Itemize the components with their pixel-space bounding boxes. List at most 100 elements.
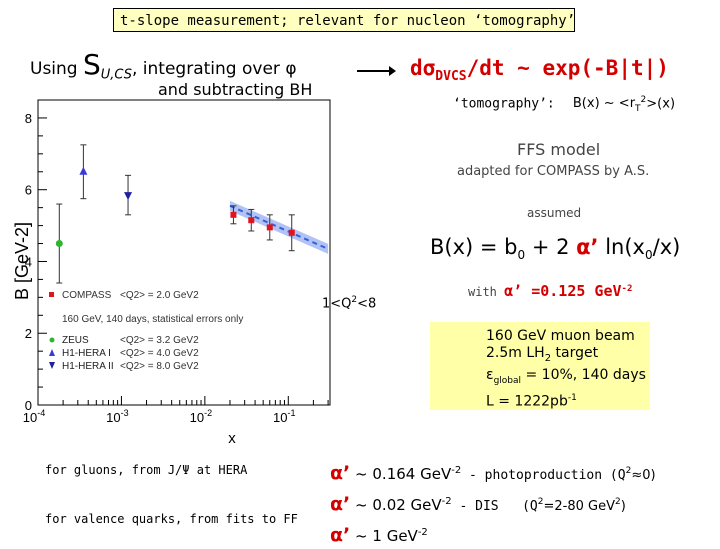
ffs-sub: adapted for COMPASS by A.S. bbox=[457, 164, 650, 179]
bx-ln: ln(x bbox=[598, 235, 645, 259]
alpha1-note-end: ≈0) bbox=[631, 468, 656, 483]
beam-line4a: L = 1222pb bbox=[486, 393, 568, 410]
alpha2-note-mid: =2-80 GeV bbox=[543, 499, 615, 514]
beam-line4sup: -1 bbox=[567, 392, 577, 403]
x-axis-label: x bbox=[228, 430, 236, 447]
with-value: α’ =0.125 GeV bbox=[504, 282, 622, 300]
alpha3-sup: -2 bbox=[417, 527, 428, 538]
x-tick-exponent: -2 bbox=[204, 408, 212, 418]
x-tick-exponent: -1 bbox=[288, 408, 296, 418]
with-word: with bbox=[468, 285, 505, 299]
legend-q2: <Q2> = 4.0 GeV2 bbox=[120, 348, 199, 359]
legend-marker-compass bbox=[49, 292, 54, 297]
formula-sub: DVCS bbox=[435, 69, 467, 85]
bx-lhs: B(x) = b bbox=[430, 235, 518, 259]
data-point-compass bbox=[266, 224, 273, 231]
arrow-icon bbox=[357, 66, 396, 76]
legend-q2: <Q2> = 3.2 GeV2 bbox=[120, 335, 199, 346]
data-point-zeus bbox=[55, 240, 63, 248]
using-word: Using bbox=[30, 59, 78, 79]
x-tick-label: 10-4 bbox=[23, 408, 45, 425]
alpha3-value: ~ 1 GeV bbox=[350, 527, 418, 545]
plot-frame bbox=[37, 99, 331, 406]
dvcs-formula: dσDVCS/dt ~ exp(-B|t|) bbox=[410, 56, 669, 84]
bx-sub0: 0 bbox=[517, 248, 526, 263]
alpha-list: α’ ~ 0.164 GeV-2 - photoproduction (Q2≈0… bbox=[330, 458, 656, 549]
beam-line2a: 2.5m LH bbox=[486, 345, 545, 361]
alpha1-note: - photoproduction (Q bbox=[461, 468, 626, 483]
bx-alpha: α’ bbox=[576, 235, 599, 259]
with-sup: -2 bbox=[621, 284, 633, 294]
tomo-sub: T bbox=[635, 103, 641, 114]
y-tick-label: 0 bbox=[25, 398, 32, 413]
alpha-line-2: α’ ~ 0.02 GeV-2 - DIS (Q2=2-80 GeV2) bbox=[330, 489, 656, 520]
data-point-h1-hera-1 bbox=[79, 166, 88, 175]
alpha2-value: ~ 0.02 GeV bbox=[350, 496, 442, 514]
ffs-title: FFS model bbox=[517, 140, 601, 159]
tomo-end: >(x) bbox=[646, 96, 676, 112]
phi-symbol: φ bbox=[285, 59, 297, 79]
bx-formula: B(x) = b0 + 2 α’ ln(x0/x) bbox=[430, 232, 720, 266]
alpha2-note-end: ) bbox=[620, 499, 626, 514]
data-point-compass bbox=[230, 211, 237, 218]
beam-info-box: 160 GeV muon beam 2.5m LH2 target εgloba… bbox=[430, 322, 650, 410]
beam-line3: εglobal = 10%, 140 days bbox=[486, 367, 650, 390]
beam-line2b: target bbox=[551, 345, 599, 361]
integrating-text: , integrating over bbox=[132, 59, 280, 79]
bx-subx: 0 bbox=[644, 248, 653, 263]
tomography-label: ‘tomography’: bbox=[453, 96, 555, 112]
alpha2-note-sup2: 2 bbox=[614, 497, 621, 507]
x-tick-label: 10-1 bbox=[273, 408, 295, 425]
s-letter: S bbox=[83, 48, 101, 81]
q2-tail: <8 bbox=[357, 296, 377, 312]
model-band bbox=[229, 200, 329, 254]
bx-mid: + 2 bbox=[525, 235, 577, 259]
alpha2: α’ bbox=[330, 493, 351, 515]
tomography-line: ‘tomography’: B(x) ~ <rT2>(x) bbox=[453, 95, 675, 114]
alpha1-value: ~ 0.164 GeV bbox=[350, 465, 452, 483]
y-axis-label: B [GeV-2] bbox=[12, 222, 32, 300]
beam-line1: 160 GeV muon beam bbox=[486, 328, 635, 344]
s-sub: U,CS bbox=[100, 67, 132, 83]
alpha1-note-sup: 2 bbox=[625, 466, 632, 476]
bx-tail: /x) bbox=[652, 235, 681, 259]
data-point-compass bbox=[248, 217, 255, 224]
q2-sup: 2 bbox=[351, 295, 358, 305]
x-tick-label: 10-3 bbox=[106, 408, 128, 425]
header-using: Using SU,CS, integrating over φ bbox=[30, 48, 297, 82]
alpha-line-1: α’ ~ 0.164 GeV-2 - photoproduction (Q2≈0… bbox=[330, 458, 656, 489]
legend-label: H1-HERA II bbox=[62, 361, 114, 372]
alpha2-sup: -2 bbox=[441, 496, 452, 507]
legend-marker-h1a bbox=[49, 349, 55, 356]
with-line: with α’ =0.125 GeV-2 bbox=[468, 282, 632, 300]
x-tick-label: 10-2 bbox=[190, 408, 212, 425]
legend-q2: <Q2> = 8.0 GeV2 bbox=[120, 361, 199, 372]
y-tick-label: 2 bbox=[25, 326, 32, 341]
q2-text: 1<Q bbox=[322, 296, 352, 312]
alpha2-note-sup: 2 bbox=[537, 497, 544, 507]
legend-note: 160 GeV, 140 days, statistical errors on… bbox=[62, 314, 243, 325]
legend-q2: <Q2> = 2.0 GeV2 bbox=[120, 290, 199, 301]
tomo-sup: 2 bbox=[640, 95, 647, 105]
formula-tail: /dt ~ exp(-B|t|) bbox=[466, 56, 669, 80]
alpha-line-3: α’ ~ 1 GeV-2 bbox=[330, 520, 656, 549]
x-tick-exponent: -4 bbox=[37, 408, 45, 418]
alpha3: α’ bbox=[330, 524, 351, 546]
data-point-compass bbox=[288, 229, 295, 236]
beam-line3sub: global bbox=[493, 375, 522, 386]
alpha1: α’ bbox=[330, 462, 351, 484]
y-tick-label: 6 bbox=[25, 183, 32, 198]
legend-label: COMPASS bbox=[62, 290, 112, 301]
y-tick-label: 8 bbox=[25, 111, 32, 126]
legend-marker-h1b bbox=[49, 362, 55, 369]
q2-range: 1<Q2<8 bbox=[322, 295, 376, 311]
legend-label: H1-HERA I bbox=[62, 348, 111, 359]
alpha1-sup: -2 bbox=[451, 465, 462, 476]
formula-head: dσ bbox=[410, 56, 436, 80]
beam-line4: L = 1222pb-1 bbox=[486, 390, 650, 411]
title-banner: t-slope measurement; relevant for nucleo… bbox=[113, 8, 575, 32]
legend-label: ZEUS bbox=[62, 335, 89, 346]
x-tick-exponent: -3 bbox=[121, 408, 129, 418]
valence-text: for valence quarks, from fits to FF bbox=[45, 512, 298, 526]
